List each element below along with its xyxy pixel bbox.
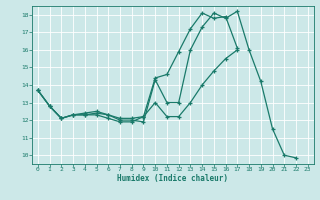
- X-axis label: Humidex (Indice chaleur): Humidex (Indice chaleur): [117, 174, 228, 183]
